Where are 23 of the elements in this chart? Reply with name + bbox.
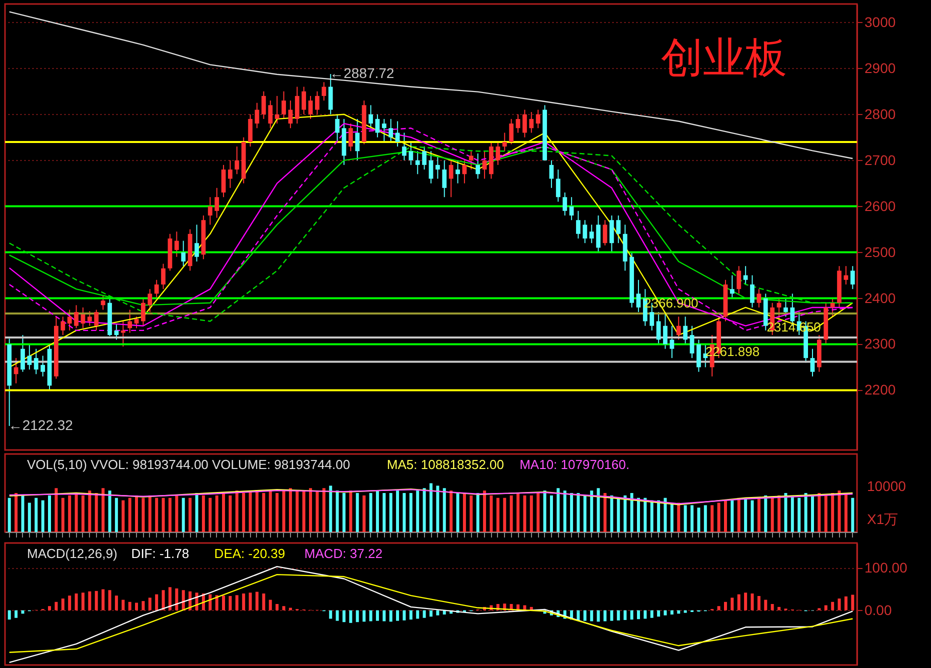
y-tick-label: 0.00 [864, 602, 892, 618]
y-tick-label: 2200 [864, 382, 896, 398]
y-tick-label: 2400 [864, 290, 896, 306]
y-tick-label: 100.00 [864, 560, 908, 576]
y-tick-label: 3000 [864, 14, 896, 30]
annotation: ←2887.72 [330, 65, 394, 82]
y-tick-label: 2300 [864, 336, 896, 352]
chart-title: VOL(5,10) VVOL: 98193744.00 VOLUME: 98193744.00 [27, 457, 350, 472]
text: 创业板 [661, 34, 788, 81]
y-tick-label: 2900 [864, 60, 896, 76]
chart-title: MACD(12,26,9) [27, 546, 118, 561]
y-axis-title: X1万 [867, 511, 898, 527]
y-tick-label: 2800 [864, 106, 896, 122]
y-tick-label: 2600 [864, 198, 896, 214]
y-tick-label: 2700 [864, 152, 896, 168]
text: DIF: -1.78 [131, 546, 190, 561]
series-label: MA5: 108818352.00 [386, 457, 504, 472]
annotation: ←2122.32 [8, 416, 74, 433]
annotation: MACD: 37.22 [304, 546, 382, 561]
y-tick-label: 2500 [864, 244, 896, 260]
text: 10000 [867, 478, 906, 494]
series-label: MA10: 107970160. [520, 457, 630, 472]
series-label: DEA: -20.39 [214, 546, 286, 561]
